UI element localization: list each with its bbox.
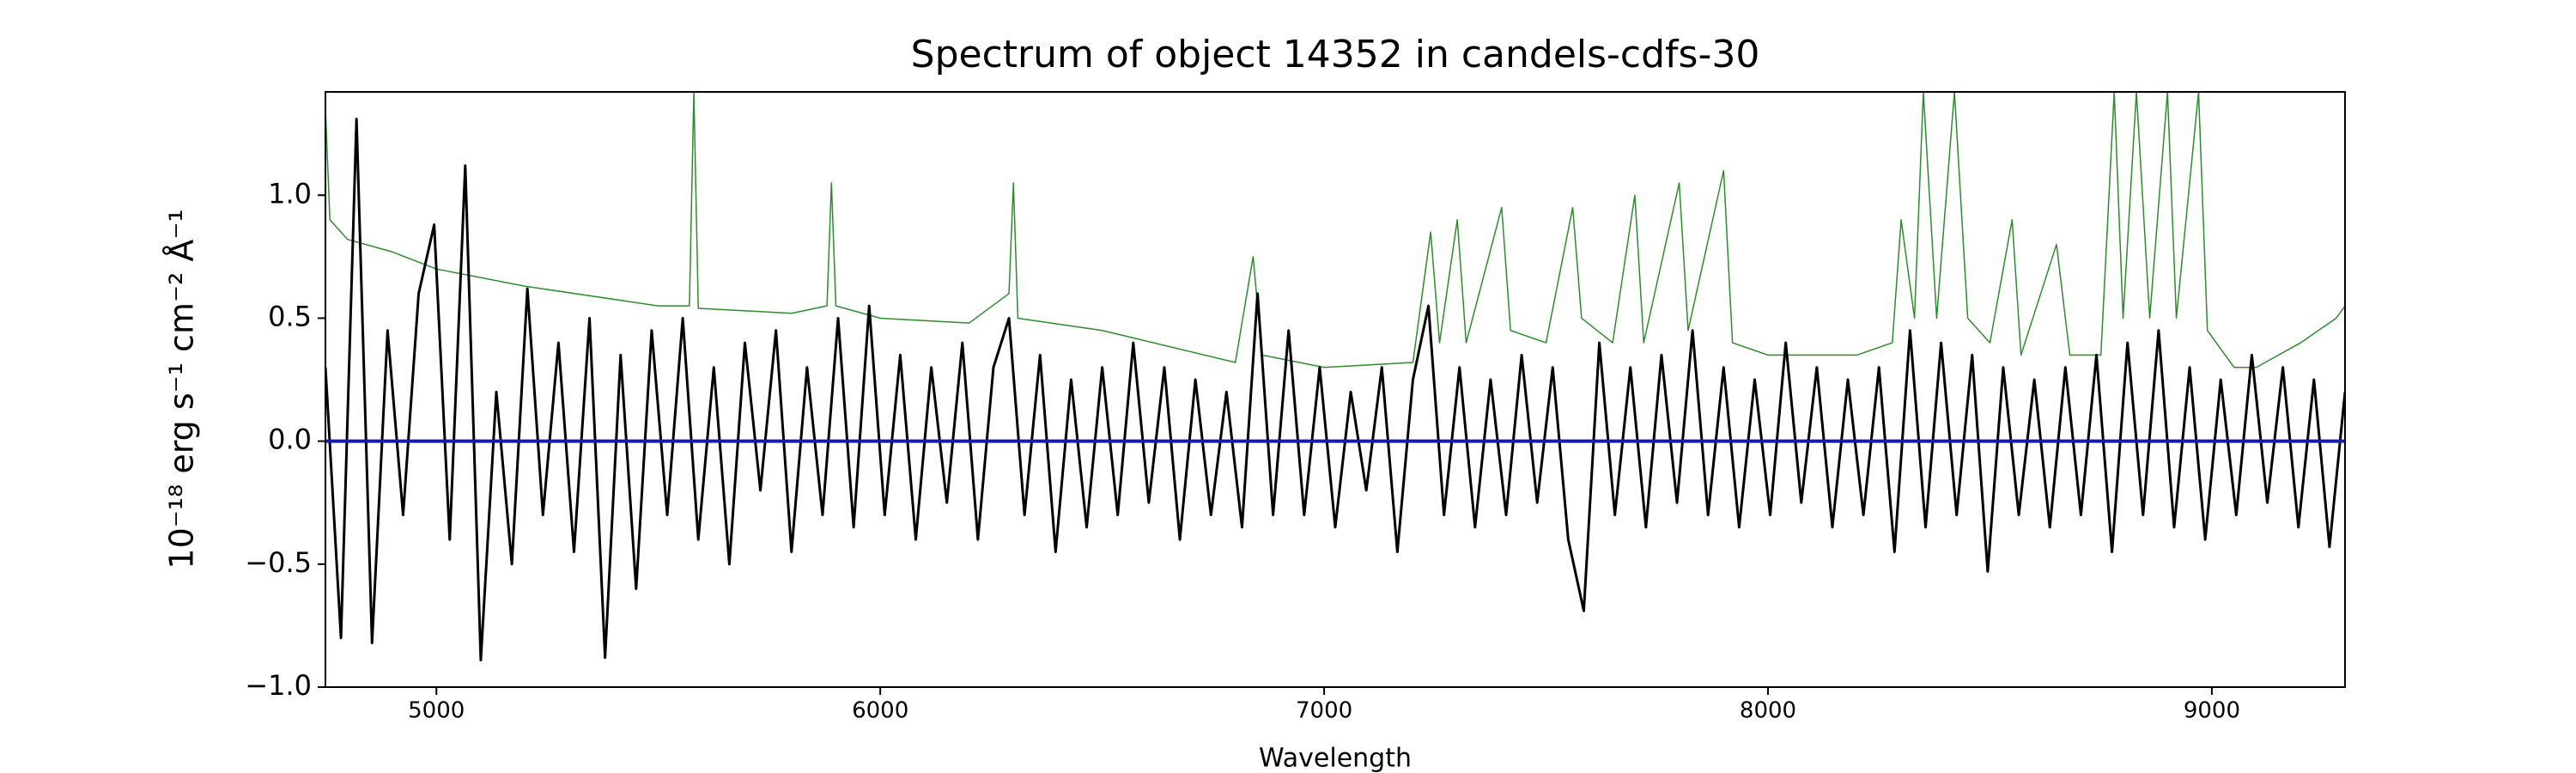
x-tick-label: 8000 xyxy=(1740,698,1796,724)
y-tick-label: −0.5 xyxy=(245,546,312,579)
y-tick-label: 0.5 xyxy=(268,300,312,332)
plot-frame xyxy=(325,91,2346,688)
y-axis-label: 10⁻¹⁸ erg s⁻¹ cm⁻² Å⁻¹ xyxy=(163,209,201,569)
x-tick-label: 9000 xyxy=(2184,698,2240,724)
x-axis-label: Wavelength xyxy=(1259,744,1412,773)
chart-title: Spectrum of object 14352 in candels-cdfs… xyxy=(911,33,1760,76)
y-tick-label: 0.0 xyxy=(268,423,312,456)
y-tick-label: 1.0 xyxy=(268,177,312,210)
plot-area xyxy=(325,92,2345,661)
x-tick-label: 6000 xyxy=(852,698,908,724)
x-tick-label: 5000 xyxy=(408,698,465,724)
x-tick-label: 7000 xyxy=(1296,698,1352,724)
spectrum-line xyxy=(325,118,2345,661)
spectrum-line xyxy=(325,92,2345,368)
y-tick-label: −1.0 xyxy=(245,669,312,702)
